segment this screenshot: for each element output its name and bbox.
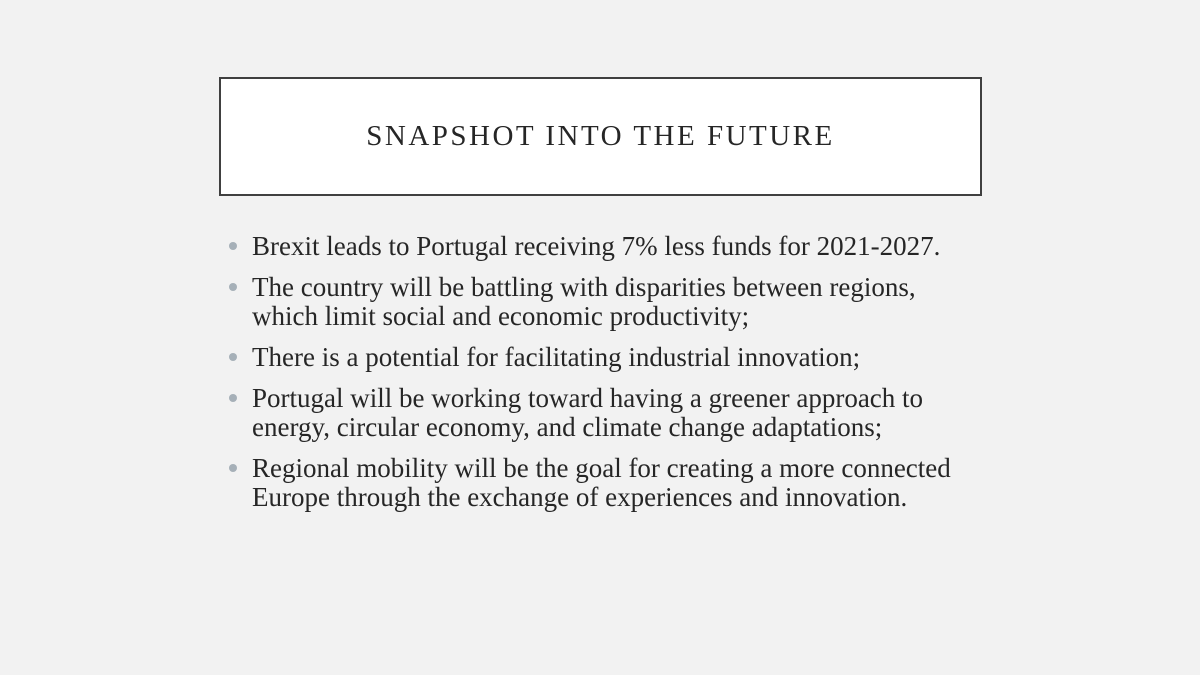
title: SNAPSHOT INTO THE FUTURE [366,120,835,152]
bullet: Portugal will be working toward having a… [226,384,986,442]
bullet: Regional mobility will be the goal for c… [226,454,986,512]
bullet: Brexit leads to Portugal receiving 7% le… [226,232,986,261]
bullet: The country will be battling with dispar… [226,273,986,331]
title-box: SNAPSHOT INTO THE FUTURE [219,77,982,196]
bullet: There is a potential for facilitating in… [226,343,986,372]
bullet-list: Brexit leads to Portugal receiving 7% le… [226,232,986,524]
